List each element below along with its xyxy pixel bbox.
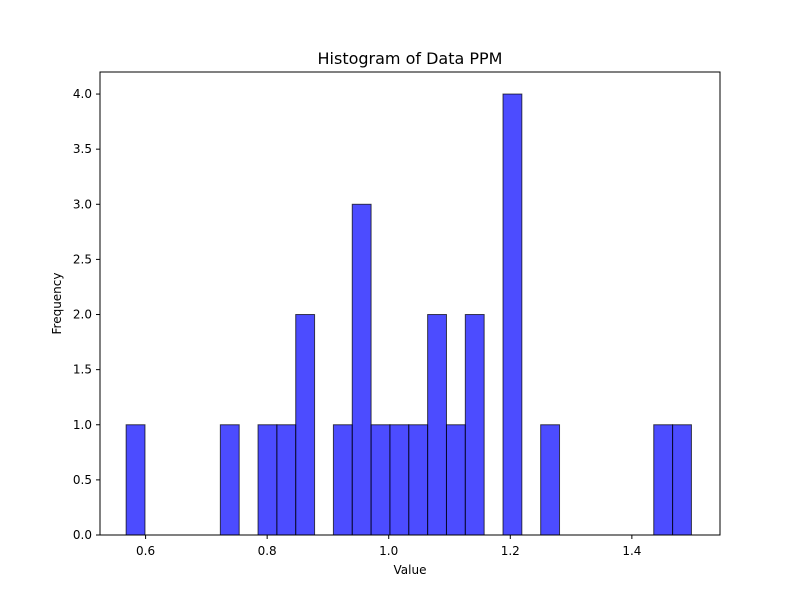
y-tick-label: 3.0 bbox=[73, 197, 92, 211]
histogram-bar bbox=[295, 314, 316, 536]
x-tick-label: 1.4 bbox=[622, 544, 641, 558]
histogram-bar bbox=[332, 424, 353, 536]
histogram-bar bbox=[502, 93, 523, 536]
y-axis-ticks: 0.0 0.5 1.0 1.5 2.0 2.5 3.0 3.5 4.0 bbox=[73, 87, 100, 542]
histogram-bar bbox=[125, 424, 146, 536]
y-tick-label: 3.5 bbox=[73, 142, 92, 156]
chart-title: Histogram of Data PPM bbox=[318, 49, 503, 68]
bars-group bbox=[125, 93, 692, 536]
histogram-bar bbox=[464, 314, 485, 536]
y-tick-label: 0.5 bbox=[73, 473, 92, 487]
histogram-bar bbox=[427, 314, 447, 536]
x-tick-label: 0.8 bbox=[258, 544, 277, 558]
x-tick-label: 0.6 bbox=[136, 544, 155, 558]
histogram-bar bbox=[672, 424, 692, 536]
histogram-bar bbox=[408, 424, 429, 536]
y-tick-label: 2.0 bbox=[73, 308, 92, 322]
y-tick-label: 0.0 bbox=[73, 528, 92, 542]
histogram-bar bbox=[257, 424, 278, 536]
histogram-bar bbox=[276, 424, 297, 536]
x-axis-ticks: 0.6 0.8 1.0 1.2 1.4 bbox=[136, 535, 641, 558]
histogram-bar bbox=[445, 424, 466, 536]
histogram-bar bbox=[351, 203, 372, 536]
x-axis-label: Value bbox=[394, 563, 427, 577]
y-tick-label: 2.5 bbox=[73, 252, 92, 266]
histogram-bar bbox=[653, 424, 674, 536]
x-tick-label: 1.0 bbox=[379, 544, 398, 558]
y-tick-label: 1.5 bbox=[73, 363, 92, 377]
histogram-bar bbox=[370, 424, 391, 536]
y-tick-label: 4.0 bbox=[73, 87, 92, 101]
plot-frame bbox=[99, 71, 721, 536]
histogram-bar bbox=[540, 424, 561, 536]
x-tick-label: 1.2 bbox=[501, 544, 520, 558]
histogram-bar bbox=[219, 424, 240, 536]
y-tick-label: 1.0 bbox=[73, 418, 92, 432]
y-axis-label: Frequency bbox=[50, 273, 64, 335]
histogram-bar bbox=[389, 424, 410, 536]
